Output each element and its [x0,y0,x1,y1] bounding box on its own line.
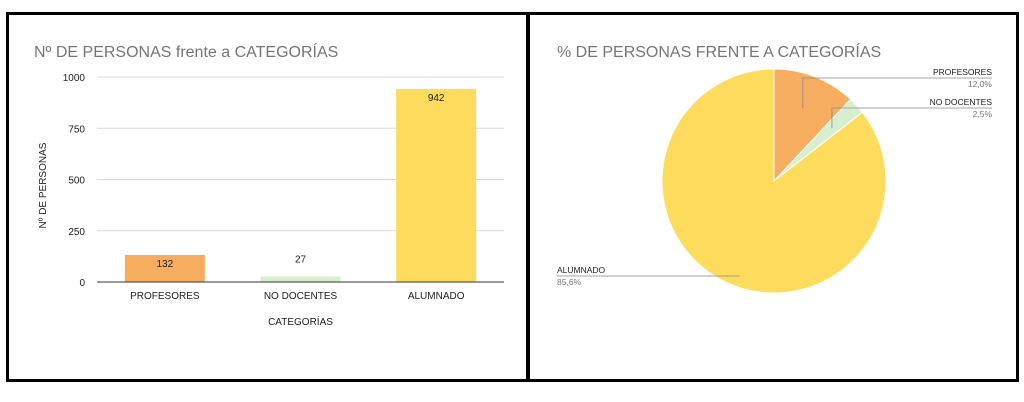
pie-label: ALUMNADO [557,265,606,275]
x-tick-label: NO DOCENTES [264,291,338,302]
y-tick-label: 0 [79,278,85,289]
chart-title: Nº DE PERSONAS frente a CATEGORÍAS [34,42,338,61]
pie-slice-2 [661,68,887,294]
y-tick-label: 750 [68,124,85,135]
pie-chart-panel: % DE PERSONAS FRENTE A CATEGORÍAS PROFESO… [527,12,1019,382]
bar-chart-panel: Nº DE PERSONAS frente a CATEGORÍAS 0 250 50… [6,12,529,382]
chart-title: % DE PERSONAS FRENTE A CATEGORÍAS [557,42,881,61]
pie-percent: 2,5% [973,109,993,119]
pie-chart: % DE PERSONAS FRENTE A CATEGORÍAS PROFESO… [557,42,993,294]
y-tick-label: 1000 [63,73,86,84]
bar-0 [124,254,205,282]
pie-label: NO DOCENTES [930,97,993,107]
pie-label: PROFESORES [933,67,992,77]
data-label: 132 [156,259,173,270]
bar-1 [260,276,341,282]
x-tick-label: PROFESORES [130,291,200,302]
pie-slice-0 [773,68,852,183]
x-axis-title: CATEGORÍAS [268,315,333,328]
pie-percent: 12,0% [968,79,993,89]
y-tick-label: 250 [68,227,85,238]
y-tick-label: 500 [68,176,85,187]
pie-percent: 85,6% [557,277,582,287]
data-label: 942 [428,93,445,104]
data-label: 27 [295,254,307,265]
x-tick-label: ALUMNADO [408,291,465,302]
bar-chart: Nº DE PERSONAS frente a CATEGORÍAS 0 250 50… [34,42,504,328]
y-axis-title: Nº DE PERSONAS [38,142,49,228]
bar-2 [396,88,477,282]
